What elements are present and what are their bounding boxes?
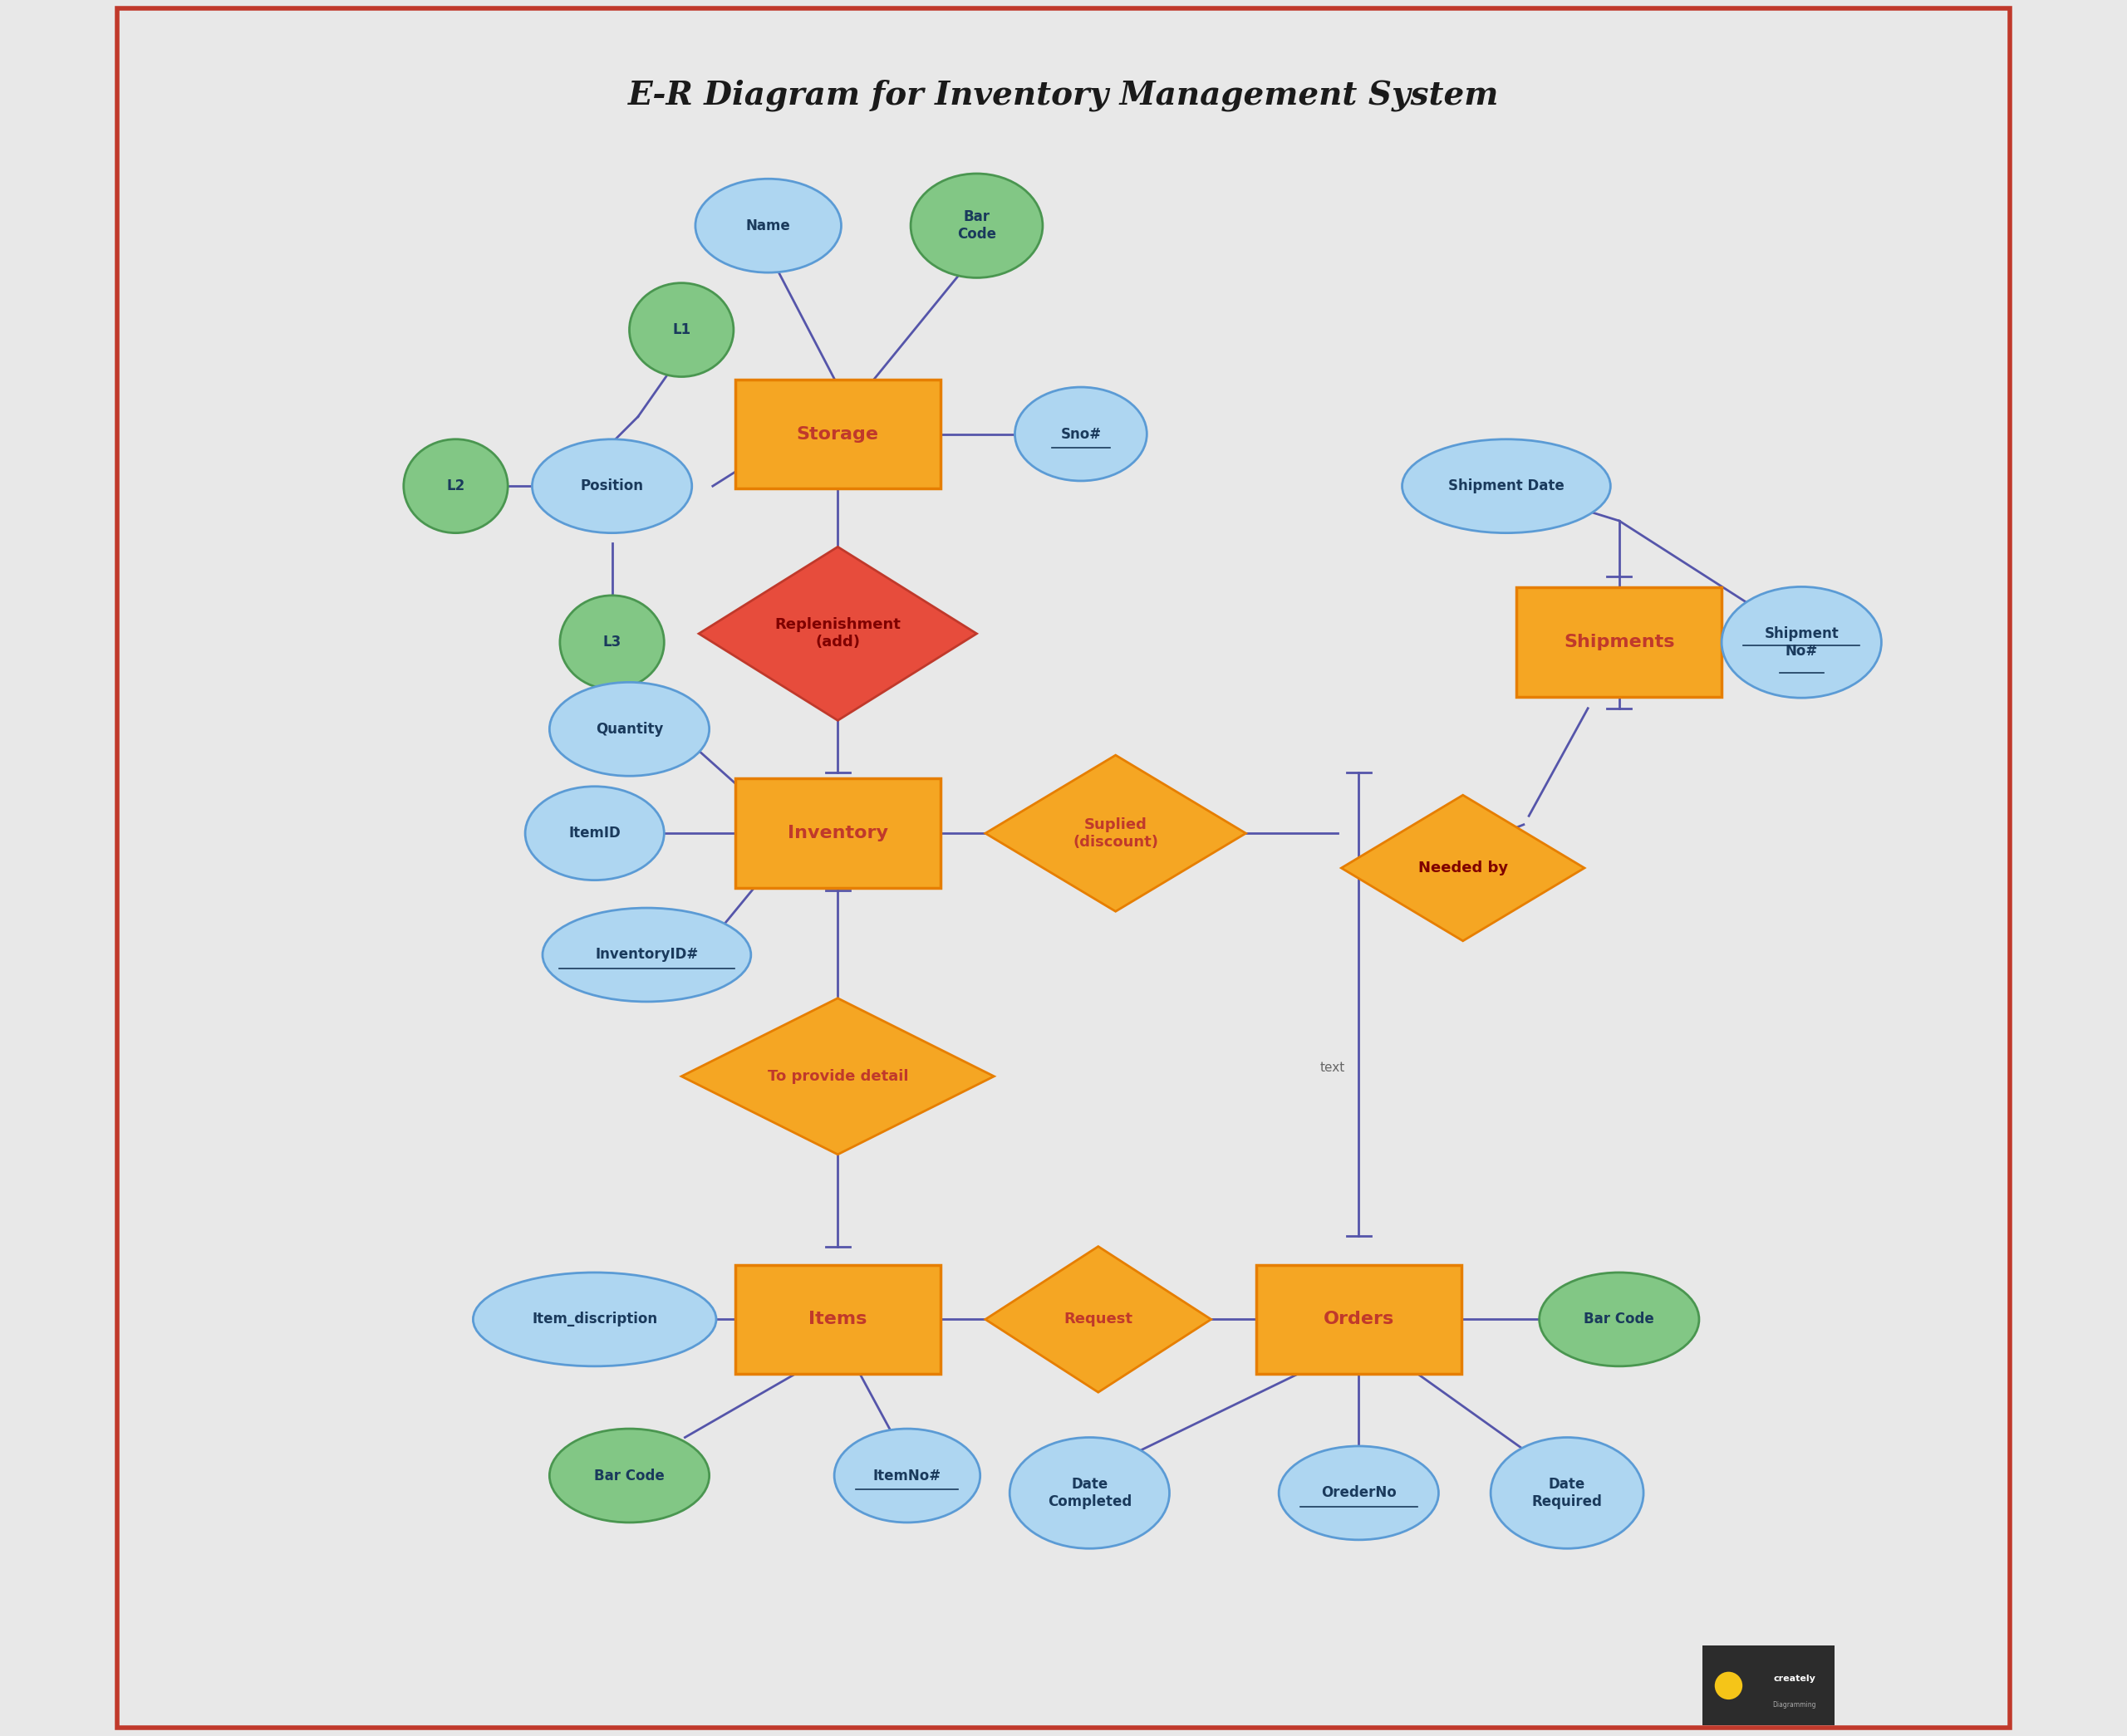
- Ellipse shape: [696, 179, 842, 273]
- Text: Inventory: Inventory: [787, 825, 889, 842]
- Text: Replenishment
(add): Replenishment (add): [774, 618, 902, 649]
- FancyBboxPatch shape: [736, 1264, 940, 1375]
- Text: Request: Request: [1064, 1312, 1134, 1326]
- Ellipse shape: [1402, 439, 1610, 533]
- Text: L3: L3: [602, 635, 621, 649]
- Polygon shape: [985, 1246, 1210, 1392]
- Text: Needed by: Needed by: [1419, 861, 1508, 875]
- Text: To provide detail: To provide detail: [768, 1069, 908, 1083]
- Text: Sno#: Sno#: [1061, 427, 1102, 441]
- Text: Orders: Orders: [1323, 1311, 1393, 1328]
- Ellipse shape: [532, 439, 691, 533]
- Text: Name: Name: [747, 219, 791, 233]
- Text: text: text: [1321, 1061, 1344, 1075]
- Ellipse shape: [1278, 1446, 1438, 1540]
- Polygon shape: [681, 998, 993, 1154]
- FancyBboxPatch shape: [736, 779, 940, 889]
- Ellipse shape: [1010, 1437, 1170, 1549]
- Ellipse shape: [559, 595, 664, 689]
- Ellipse shape: [1721, 587, 1882, 698]
- Text: Storage: Storage: [798, 425, 878, 443]
- Ellipse shape: [549, 682, 708, 776]
- Text: Quantity: Quantity: [596, 722, 664, 736]
- Ellipse shape: [525, 786, 664, 880]
- Text: Date
Required: Date Required: [1531, 1477, 1602, 1509]
- Polygon shape: [700, 547, 976, 720]
- Ellipse shape: [549, 1429, 708, 1522]
- Text: Items: Items: [808, 1311, 868, 1328]
- Ellipse shape: [472, 1272, 717, 1366]
- FancyBboxPatch shape: [736, 380, 940, 490]
- FancyBboxPatch shape: [1517, 589, 1721, 698]
- Polygon shape: [1342, 795, 1585, 941]
- Text: creately: creately: [1774, 1675, 1816, 1682]
- Text: Bar
Code: Bar Code: [957, 210, 995, 241]
- Ellipse shape: [1491, 1437, 1644, 1549]
- FancyBboxPatch shape: [1702, 1646, 1833, 1726]
- Text: InventoryID#: InventoryID#: [596, 948, 698, 962]
- Ellipse shape: [542, 908, 751, 1002]
- Text: Date
Completed: Date Completed: [1046, 1477, 1132, 1509]
- Ellipse shape: [1540, 1272, 1699, 1366]
- Text: Position: Position: [581, 479, 644, 493]
- Ellipse shape: [630, 283, 734, 377]
- Text: Suplied
(discount): Suplied (discount): [1072, 818, 1159, 849]
- Ellipse shape: [910, 174, 1042, 278]
- Text: Bar Code: Bar Code: [1585, 1312, 1655, 1326]
- Text: Shipment Date: Shipment Date: [1448, 479, 1563, 493]
- Ellipse shape: [404, 439, 508, 533]
- Polygon shape: [985, 755, 1246, 911]
- Text: Shipments: Shipments: [1563, 634, 1674, 651]
- Text: ItemID: ItemID: [568, 826, 621, 840]
- Text: Bar Code: Bar Code: [593, 1469, 664, 1483]
- Text: ItemNo#: ItemNo#: [872, 1469, 942, 1483]
- Text: E-R Diagram for Inventory Management System: E-R Diagram for Inventory Management Sys…: [627, 80, 1500, 111]
- Text: Item_discription: Item_discription: [532, 1312, 657, 1326]
- Text: OrederNo: OrederNo: [1321, 1486, 1397, 1500]
- Ellipse shape: [834, 1429, 981, 1522]
- FancyBboxPatch shape: [1257, 1264, 1461, 1375]
- Text: L2: L2: [447, 479, 466, 493]
- Circle shape: [1714, 1672, 1742, 1700]
- Text: L1: L1: [672, 323, 691, 337]
- Ellipse shape: [1015, 387, 1146, 481]
- Text: Diagramming: Diagramming: [1772, 1701, 1816, 1708]
- Text: Shipment
No#: Shipment No#: [1763, 627, 1840, 658]
